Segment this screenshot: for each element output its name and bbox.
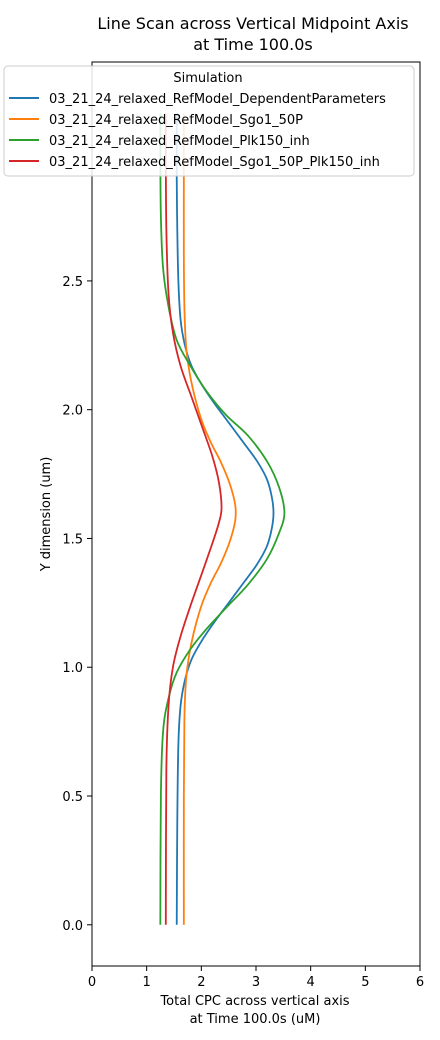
y-tick-label: 1.0 [62,661,83,676]
plot-area [159,113,286,925]
legend-title: Simulation [173,71,242,86]
chart-title-line-1: Line Scan across Vertical Midpoint Axis [97,14,408,33]
y-tick-label: 0.5 [62,790,83,805]
legend: Simulation 03_21_24_relaxed_RefModel_Dep… [3,65,415,177]
x-tick-label: 3 [252,975,260,990]
y-tick-label: 1.5 [62,532,83,547]
x-tick-label: 2 [197,975,205,990]
series-line-3 [159,113,286,925]
legend-box [3,65,415,177]
legend-entry: 03_21_24_relaxed_RefModel_Plk150_inh [49,134,310,149]
x-axis-label-line-2: at Time 100.0s (uM) [190,1012,321,1027]
y-tick-label: 2.5 [62,275,83,290]
x-tick-label: 5 [361,975,369,990]
chart-title-line-2: at Time 100.0s [193,35,313,54]
y-tick-label: 2.0 [62,404,83,419]
y-tick-label: 0.0 [62,919,83,934]
y-axis-label: Y dimension (um) [39,457,54,573]
x-tick-label: 0 [88,975,96,990]
x-axis: 0 1 2 3 4 5 6 [88,966,424,990]
x-axis-label-line-1: Total CPC across vertical axis [159,994,349,1009]
series-line-1 [175,113,275,925]
x-tick-label: 1 [143,975,151,990]
legend-entry: 03_21_24_relaxed_RefModel_DependentParam… [49,92,386,107]
x-tick-label: 4 [307,975,315,990]
y-axis: 0.0 0.5 1.0 1.5 2.0 2.5 [62,275,92,934]
legend-entry: 03_21_24_relaxed_RefModel_Sgo1_50P_Plk15… [49,155,380,170]
x-tick-label: 6 [416,975,424,990]
series-line-2 [182,113,237,925]
plot-frame [91,61,421,967]
legend-entry: 03_21_24_relaxed_RefModel_Sgo1_50P [49,113,303,128]
series-line-4 [164,113,223,925]
